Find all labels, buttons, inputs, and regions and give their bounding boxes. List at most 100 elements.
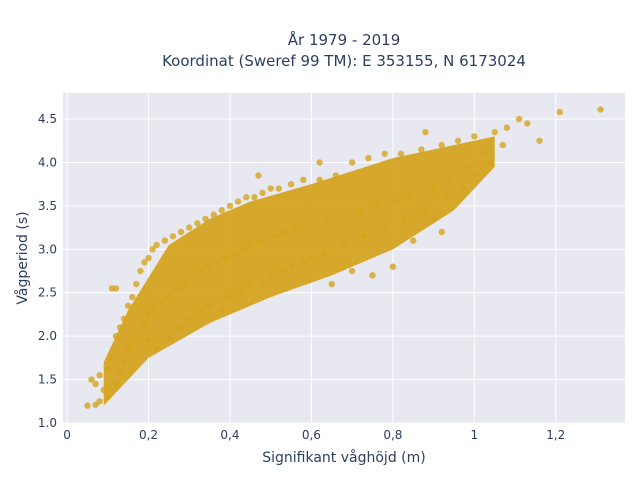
x-axis-title: Signifikant våghöjd (m) (262, 449, 425, 466)
data-point (401, 215, 409, 223)
data-point (515, 115, 523, 123)
data-point (96, 398, 103, 405)
data-point (361, 233, 368, 240)
data-point (194, 220, 201, 227)
grid-lines (63, 93, 625, 424)
data-point (108, 354, 116, 362)
data-point (308, 254, 315, 262)
data-point (503, 124, 511, 131)
x-tick-label: 0 (63, 428, 71, 442)
data-point (206, 302, 213, 309)
data-point (218, 306, 226, 314)
scatter-points (84, 106, 604, 409)
data-point (471, 172, 478, 179)
data-point (137, 267, 144, 275)
data-point (226, 293, 234, 301)
data-point (153, 345, 160, 353)
x-tick-label: 1 (470, 428, 478, 442)
x-axis-ticks: 0 0,2 0,4 0,6 0,8 1 1,2 (63, 428, 565, 442)
data-point (145, 337, 152, 344)
data-point (190, 276, 197, 283)
data-point (524, 120, 531, 127)
data-point (287, 180, 295, 188)
data-point (340, 211, 348, 218)
data-point (348, 159, 356, 166)
y-axis-ticks: 1.0 1.5 2.0 2.5 3.0 3.5 4.0 4.5 (38, 112, 57, 430)
dense-point-band (103, 136, 495, 406)
data-point (112, 285, 120, 292)
data-point (300, 176, 307, 184)
data-point (536, 137, 543, 144)
data-point (259, 280, 266, 288)
data-point (255, 172, 262, 179)
data-point (116, 324, 124, 331)
data-point (373, 202, 380, 210)
data-point (100, 386, 107, 394)
y-tick-label: 1.5 (38, 373, 57, 387)
data-point (405, 194, 413, 201)
data-point (133, 332, 140, 340)
data-point (92, 380, 99, 388)
data-point (418, 146, 425, 153)
data-point (442, 194, 450, 201)
data-point (279, 228, 287, 236)
data-point (491, 128, 498, 136)
data-point (198, 267, 205, 275)
y-tick-label: 3.5 (38, 199, 57, 213)
data-point (153, 241, 160, 249)
data-point (234, 198, 242, 205)
data-point (597, 106, 604, 113)
chart-title-line-2: Koordinat (Sweref 99 TM): E 353155, N 61… (162, 52, 526, 70)
data-point (422, 128, 429, 136)
data-point (275, 185, 283, 192)
y-tick-label: 4.0 (38, 155, 57, 169)
data-point (397, 150, 405, 157)
data-point (226, 202, 234, 210)
data-point (251, 194, 258, 201)
data-point (222, 254, 230, 262)
data-point (316, 159, 323, 166)
data-point (479, 150, 486, 157)
data-point (381, 150, 388, 157)
data-point (112, 380, 120, 388)
y-tick-label: 2.0 (38, 329, 57, 343)
data-point (238, 246, 246, 253)
x-tick-label: 1,2 (546, 428, 565, 442)
data-point (145, 254, 152, 262)
data-point (357, 207, 364, 214)
data-point (202, 215, 209, 223)
data-point (243, 194, 250, 201)
data-point (430, 215, 437, 223)
data-point (137, 324, 144, 331)
y-tick-label: 2.5 (38, 286, 57, 300)
data-point (422, 207, 429, 214)
data-point (120, 315, 128, 322)
data-point (84, 402, 91, 409)
data-point (149, 306, 156, 314)
data-point (165, 332, 173, 340)
data-point (124, 302, 132, 309)
data-point (291, 224, 299, 231)
data-point (210, 211, 217, 218)
data-point (177, 324, 185, 331)
data-point (133, 280, 140, 288)
data-point (161, 237, 169, 244)
dense-point-cloud (103, 136, 495, 406)
chart-title-line-1: År 1979 - 2019 (288, 30, 401, 49)
data-point (324, 215, 331, 223)
data-point (389, 263, 397, 270)
y-axis-title: Vågperiod (s) (14, 211, 31, 304)
data-point (181, 280, 189, 288)
data-point (446, 176, 454, 184)
data-point (300, 259, 307, 266)
data-point (438, 228, 445, 236)
data-point (141, 259, 148, 266)
data-point (287, 263, 295, 270)
data-point (471, 133, 478, 140)
data-point (169, 233, 177, 240)
data-point (308, 220, 315, 227)
data-point (173, 285, 181, 292)
data-point (218, 207, 226, 214)
data-point (499, 141, 507, 149)
